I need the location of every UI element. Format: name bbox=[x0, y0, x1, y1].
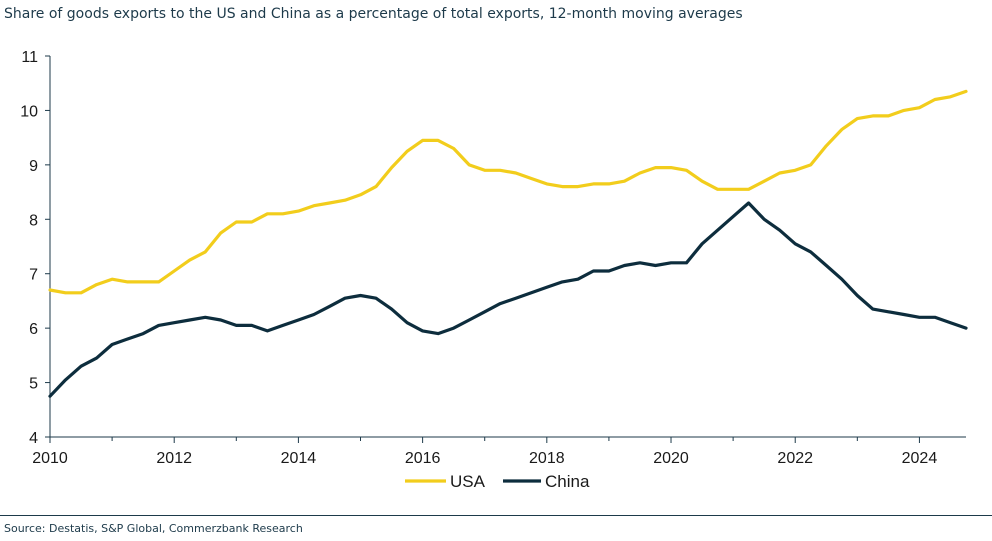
source-note: Source: Destatis, S&P Global, Commerzban… bbox=[4, 522, 303, 535]
y-tick-label: 10 bbox=[20, 103, 38, 120]
series-lines bbox=[48, 89, 968, 398]
footer-divider bbox=[0, 515, 992, 516]
x-tick-label: 2024 bbox=[902, 450, 938, 467]
x-tick-label: 2016 bbox=[405, 450, 441, 467]
series-line-usa bbox=[48, 89, 968, 295]
x-tick-label: 2020 bbox=[653, 450, 689, 467]
legend-label-usa: USA bbox=[450, 472, 486, 491]
x-tick-label: 2010 bbox=[32, 450, 68, 467]
x-tick-label: 2022 bbox=[777, 450, 813, 467]
y-tick-label: 9 bbox=[29, 158, 38, 175]
y-tick-label: 11 bbox=[21, 49, 38, 66]
chart-subtitle: Share of goods exports to the US and Chi… bbox=[4, 6, 743, 22]
x-axis: 2010 2012 2014 2016 2018 2020 2022 2024 bbox=[32, 436, 966, 467]
x-tick-label: 2014 bbox=[281, 450, 317, 467]
y-tick-label: 7 bbox=[29, 267, 38, 284]
x-tick-label: 2018 bbox=[529, 450, 565, 467]
y-axis: 4 5 6 7 8 9 10 11 bbox=[20, 49, 51, 447]
x-tick-label: 2012 bbox=[156, 450, 192, 467]
y-tick-label: 8 bbox=[29, 212, 38, 229]
y-tick-label: 6 bbox=[29, 321, 38, 338]
y-tick-label: 4 bbox=[29, 430, 38, 447]
y-tick-label: 5 bbox=[29, 376, 38, 393]
series-line-china bbox=[48, 201, 968, 398]
legend-label-china: China bbox=[545, 472, 590, 491]
legend: USA China bbox=[405, 472, 590, 491]
